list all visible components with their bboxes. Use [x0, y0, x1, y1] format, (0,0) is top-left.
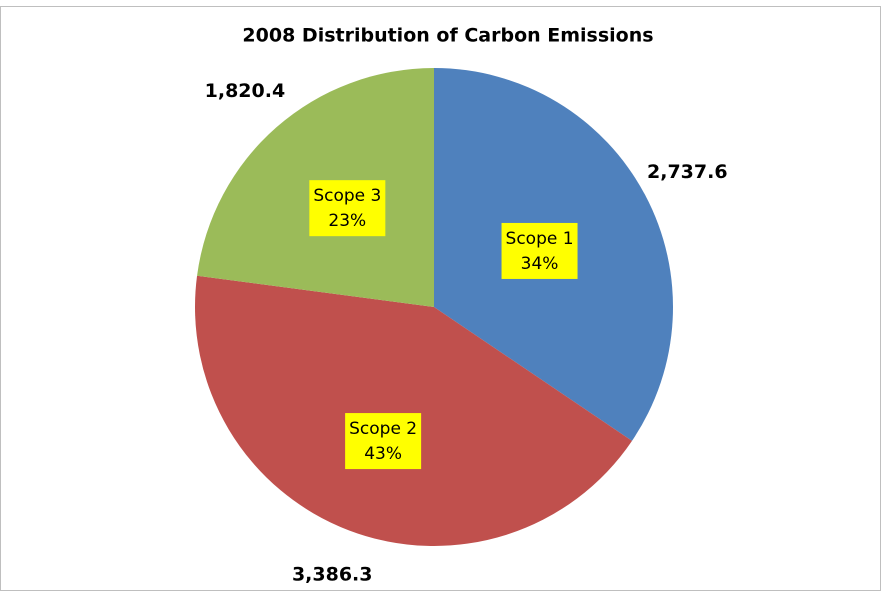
slice-name: Scope 3: [313, 186, 381, 206]
pie-slice: [195, 275, 633, 546]
slice-percent: 34%: [521, 254, 559, 274]
label-box: [345, 413, 422, 470]
value-label: 3,386.3: [292, 564, 373, 586]
chart-title: 2008 Distribution of Carbon Emissions: [242, 25, 653, 47]
label-box: [501, 222, 578, 279]
slice-percent: 43%: [364, 444, 402, 464]
slice-name: Scope 2: [349, 419, 417, 439]
label-box: [309, 180, 386, 237]
slice-name: Scope 1: [506, 229, 574, 249]
value-label: 2,737.6: [647, 161, 728, 183]
slice-percent: 23%: [328, 211, 366, 231]
value-label: 1,820.4: [205, 80, 286, 102]
